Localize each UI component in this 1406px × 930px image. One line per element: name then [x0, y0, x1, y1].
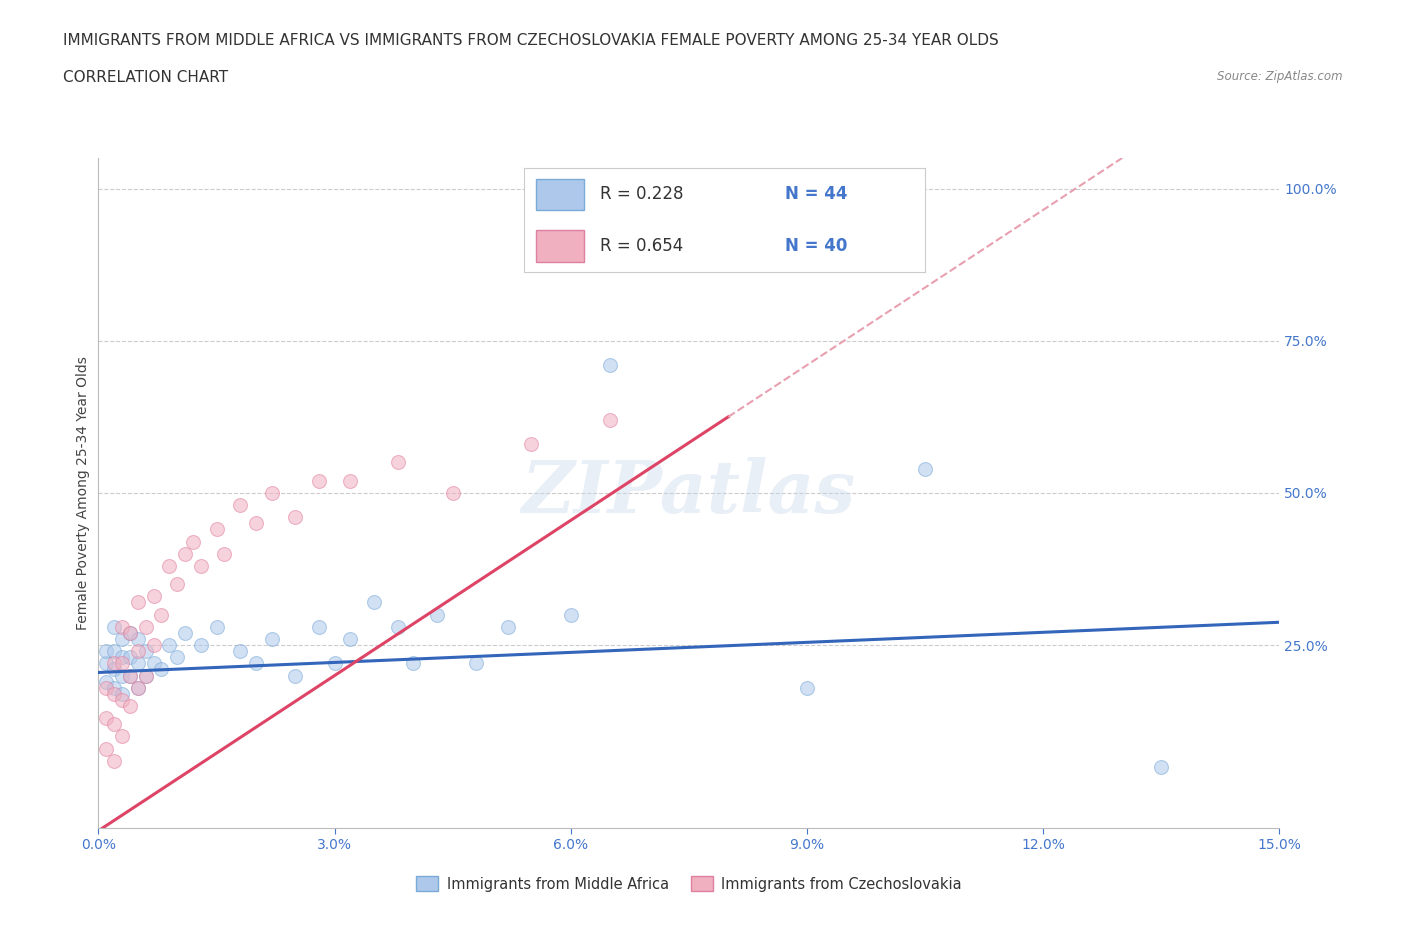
Point — [111, 729, 134, 744]
Point — [174, 546, 197, 561]
Point — [496, 619, 519, 634]
Point — [339, 631, 361, 646]
Point — [796, 680, 818, 695]
Point — [205, 619, 228, 634]
Point — [118, 626, 141, 641]
Text: CORRELATION CHART: CORRELATION CHART — [63, 70, 228, 85]
Point — [260, 631, 283, 646]
Point — [260, 485, 283, 500]
Point — [135, 668, 157, 683]
Point — [157, 559, 180, 574]
Point — [103, 644, 125, 658]
Point — [157, 638, 180, 653]
Point — [135, 668, 157, 683]
Point — [127, 644, 149, 658]
Point — [103, 680, 125, 695]
Point — [190, 638, 212, 653]
Point — [103, 753, 125, 768]
Point — [308, 473, 330, 488]
Point — [96, 711, 118, 725]
Text: Source: ZipAtlas.com: Source: ZipAtlas.com — [1218, 70, 1343, 83]
Point — [135, 619, 157, 634]
Point — [402, 656, 425, 671]
Point — [118, 650, 141, 665]
Point — [103, 619, 125, 634]
Point — [96, 674, 118, 689]
Point — [111, 656, 134, 671]
Point — [103, 686, 125, 701]
Point — [214, 546, 236, 561]
Point — [127, 680, 149, 695]
Point — [96, 680, 118, 695]
Point — [142, 638, 165, 653]
Point — [127, 631, 149, 646]
Point — [111, 686, 134, 701]
Point — [308, 619, 330, 634]
Point — [560, 607, 582, 622]
Point — [150, 607, 173, 622]
Text: IMMIGRANTS FROM MIDDLE AFRICA VS IMMIGRANTS FROM CZECHOSLOVAKIA FEMALE POVERTY A: IMMIGRANTS FROM MIDDLE AFRICA VS IMMIGRA… — [63, 33, 1000, 47]
Point — [103, 717, 125, 732]
Point — [166, 650, 188, 665]
Y-axis label: Female Poverty Among 25-34 Year Olds: Female Poverty Among 25-34 Year Olds — [76, 356, 90, 630]
Point — [465, 656, 488, 671]
Point — [96, 656, 118, 671]
Point — [284, 668, 307, 683]
Point — [363, 595, 385, 610]
Point — [135, 644, 157, 658]
Point — [127, 656, 149, 671]
Point — [323, 656, 346, 671]
Point — [111, 619, 134, 634]
Point — [339, 473, 361, 488]
Point — [174, 626, 197, 641]
Point — [127, 595, 149, 610]
Point — [599, 358, 621, 373]
Point — [520, 437, 543, 452]
Point — [245, 516, 267, 531]
Text: ZIPatlas: ZIPatlas — [522, 458, 856, 528]
Point — [111, 668, 134, 683]
Point — [127, 680, 149, 695]
Point — [111, 693, 134, 708]
Point — [118, 668, 141, 683]
Point — [142, 589, 165, 604]
Point — [181, 534, 204, 549]
Point — [717, 224, 740, 239]
Point — [387, 619, 409, 634]
Point — [205, 522, 228, 537]
Point — [426, 607, 449, 622]
Point — [914, 461, 936, 476]
Point — [441, 485, 464, 500]
Point — [111, 650, 134, 665]
Point — [103, 662, 125, 677]
Point — [96, 644, 118, 658]
Point — [599, 412, 621, 427]
Point — [118, 668, 141, 683]
Point — [245, 656, 267, 671]
Point — [103, 656, 125, 671]
Point — [118, 626, 141, 641]
Point — [96, 741, 118, 756]
Point — [284, 510, 307, 525]
Point — [1150, 760, 1173, 775]
Point — [166, 577, 188, 591]
Point — [142, 656, 165, 671]
Point — [190, 559, 212, 574]
Point — [387, 455, 409, 470]
Point — [111, 631, 134, 646]
Point — [229, 644, 252, 658]
Point — [229, 498, 252, 512]
Point — [118, 698, 141, 713]
Point — [150, 662, 173, 677]
Legend: Immigrants from Middle Africa, Immigrants from Czechoslovakia: Immigrants from Middle Africa, Immigrant… — [411, 870, 967, 897]
